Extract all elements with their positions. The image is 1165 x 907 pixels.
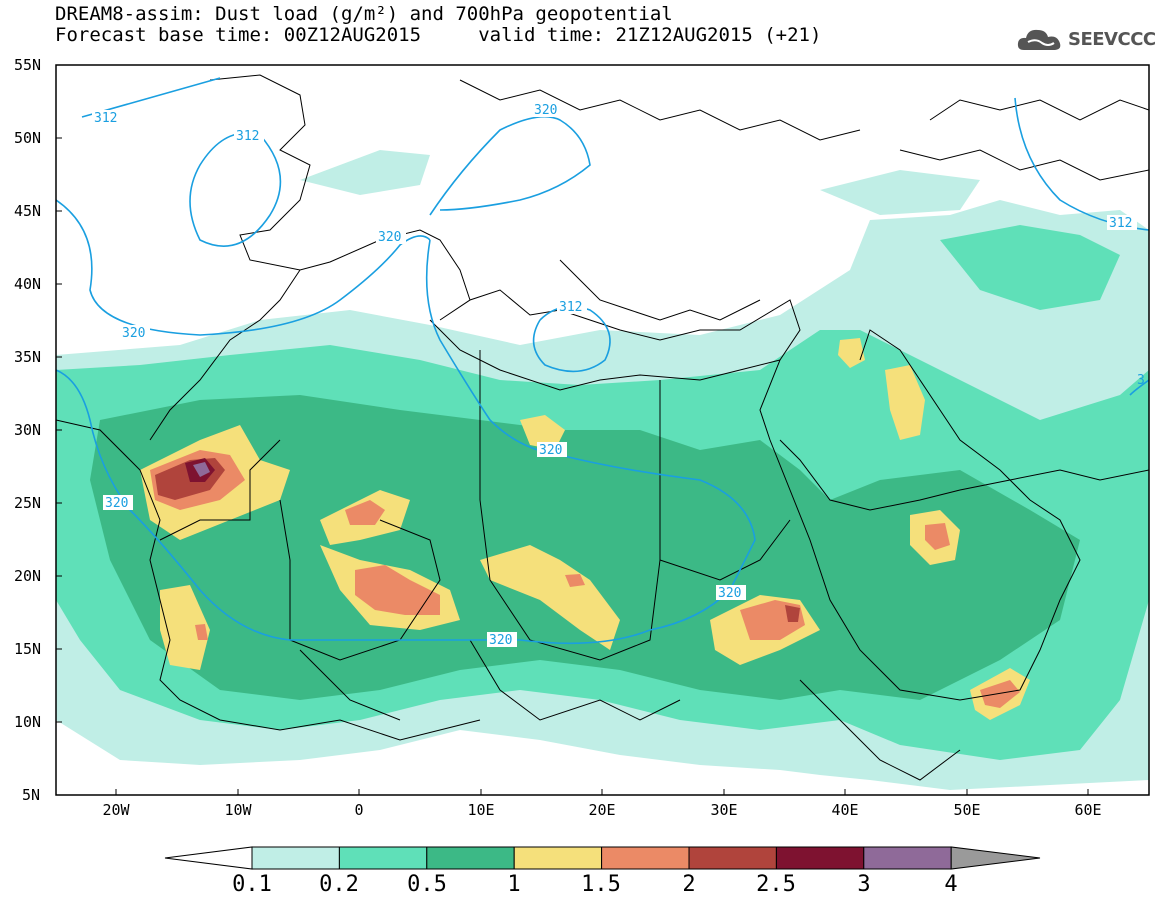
colorbar-swatch xyxy=(338,846,428,870)
latitude-axis: 55N 50N 45N 40N 35N 30N 25N 20N 15N 10N … xyxy=(14,56,62,804)
contour-label: 312 xyxy=(236,129,259,144)
colorbar xyxy=(164,846,1041,870)
contour-label: 312 xyxy=(559,300,582,315)
lat-label: 55N xyxy=(14,56,41,74)
contour-label: 320 xyxy=(539,443,562,458)
lat-label: 40N xyxy=(14,275,41,293)
colorbar-swatch xyxy=(426,846,515,870)
lon-label: 40E xyxy=(831,801,858,819)
colorbar-swatch xyxy=(251,846,340,870)
lon-label: 10E xyxy=(467,801,494,819)
colorbar-under-triangle xyxy=(164,846,253,870)
lon-label: 20E xyxy=(588,801,615,819)
contour-label: 320 xyxy=(489,633,512,648)
lon-label: 10W xyxy=(224,801,252,819)
lat-label: 25N xyxy=(14,494,41,512)
coastlines xyxy=(56,74,1149,781)
lat-label: 50N xyxy=(14,129,41,147)
colorbar-swatch xyxy=(863,846,952,870)
colorbar-label: 2.5 xyxy=(756,872,796,897)
contour-label: 320 xyxy=(534,103,557,118)
contour-label: 320 xyxy=(718,586,741,601)
lon-label: 0 xyxy=(354,801,363,819)
lat-label: 10N xyxy=(14,713,41,731)
colorbar-swatch xyxy=(775,846,865,870)
colorbar-over-triangle xyxy=(950,846,1041,870)
longitude-axis: 20W 10W 0 10E 20E 30E 40E 50E 60E xyxy=(102,789,1102,819)
lat-label: 45N xyxy=(14,202,41,220)
contour-label: 3 xyxy=(1137,373,1145,388)
lon-label: 50E xyxy=(953,801,980,819)
lat-label: 30N xyxy=(14,421,41,439)
dust-shading xyxy=(56,65,1149,795)
colorbar-label: 0.5 xyxy=(407,872,447,897)
seevccc-logo: SEEVCCC xyxy=(1016,26,1156,52)
logo-text: SEEVCCC xyxy=(1068,28,1156,50)
contour-label: 312 xyxy=(1109,216,1132,231)
contour-labels: 312 312 320 320 312 320 320 320 320 312 … xyxy=(92,102,1145,648)
colorbar-label: 4 xyxy=(944,872,958,897)
lat-label: 35N xyxy=(14,348,41,366)
colorbar-label: 3 xyxy=(857,872,871,897)
colorbar-label: 0.1 xyxy=(232,872,272,897)
contour-label: 320 xyxy=(105,496,128,511)
contour-label: 312 xyxy=(94,111,117,126)
map-title: DREAM8-assim: Dust load (g/m²) and 700hP… xyxy=(55,3,673,25)
lat-label: 5N xyxy=(22,786,40,804)
lat-label: 20N xyxy=(14,567,41,585)
colorbar-swatch xyxy=(513,846,603,870)
colorbar-swatch xyxy=(688,846,777,870)
contour-label: 320 xyxy=(378,230,401,245)
colorbar-label: 1.5 xyxy=(581,872,621,897)
lon-label: 30E xyxy=(710,801,737,819)
lon-label: 20W xyxy=(102,801,130,819)
colorbar-label: 0.2 xyxy=(319,872,359,897)
colorbar-swatch xyxy=(601,846,690,870)
colorbar-label: 1 xyxy=(507,872,521,897)
lat-label: 15N xyxy=(14,640,41,658)
contour-label: 320 xyxy=(122,326,145,341)
map-subtitle: Forecast base time: 00Z12AUG2015 valid t… xyxy=(55,24,822,46)
colorbar-label: 2 xyxy=(682,872,696,897)
cloud-icon xyxy=(1017,29,1061,50)
lon-label: 60E xyxy=(1074,801,1101,819)
